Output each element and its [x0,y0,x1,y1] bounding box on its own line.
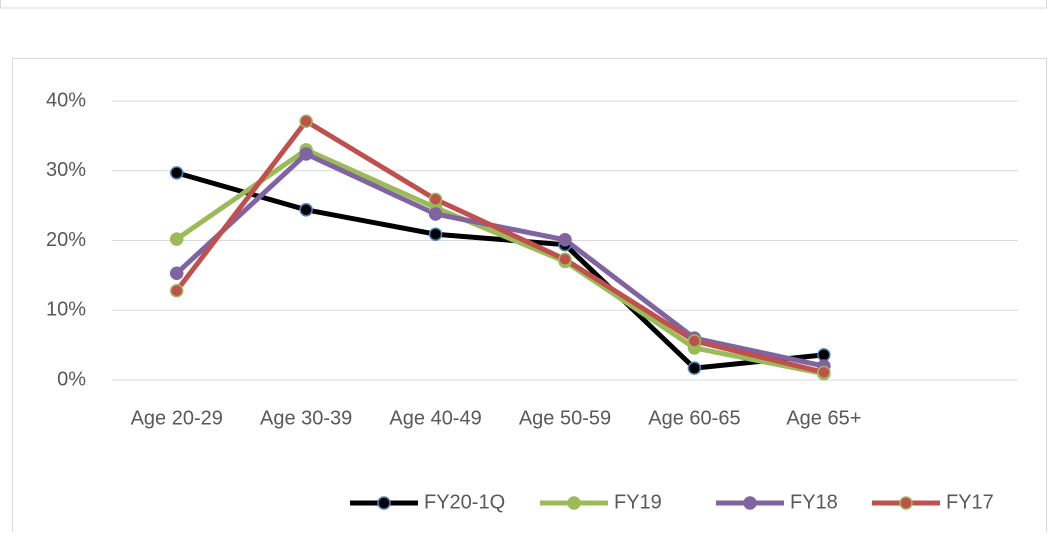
legend-label: FY19 [614,491,662,513]
data-point [817,348,831,362]
data-point [687,361,702,375]
data-point [299,114,313,128]
legend-marker [567,496,581,510]
data-point [558,252,572,267]
y-tick-label: 20% [46,229,86,251]
x-tick-label: Age 30-39 [260,407,352,429]
data-point [428,227,443,241]
data-point [299,203,313,217]
legend-label: FY20-1Q [424,491,505,513]
series-line [175,147,825,377]
y-tick-label: 10% [46,299,86,321]
data-point [299,147,313,161]
data-point [558,233,572,247]
data-point [169,166,184,180]
legend-marker [377,496,391,510]
series-line [174,118,825,375]
chart-frame [12,58,1047,537]
x-tick-label: Age 40-49 [389,407,481,429]
y-tick-label: 30% [46,159,86,181]
series-line [176,170,825,371]
x-tick-label: Age 20-29 [131,407,223,429]
previous-panel [0,0,1047,9]
x-tick-label: Age 50-59 [519,407,611,429]
data-point [169,283,184,298]
legend-marker [743,496,757,510]
y-tick-label: 0% [57,368,86,390]
y-tick-label: 40% [46,89,86,111]
legend-label: FY17 [946,491,994,513]
data-point [687,334,702,348]
x-tick-label: Age 60-65 [648,407,740,429]
x-tick-label: Age 65+ [786,407,861,429]
legend-marker [899,496,913,510]
data-point [169,266,184,281]
data-point [169,232,184,246]
data-point [817,365,831,380]
legend-label: FY18 [790,491,838,513]
data-point [428,192,443,207]
data-point [428,207,443,221]
